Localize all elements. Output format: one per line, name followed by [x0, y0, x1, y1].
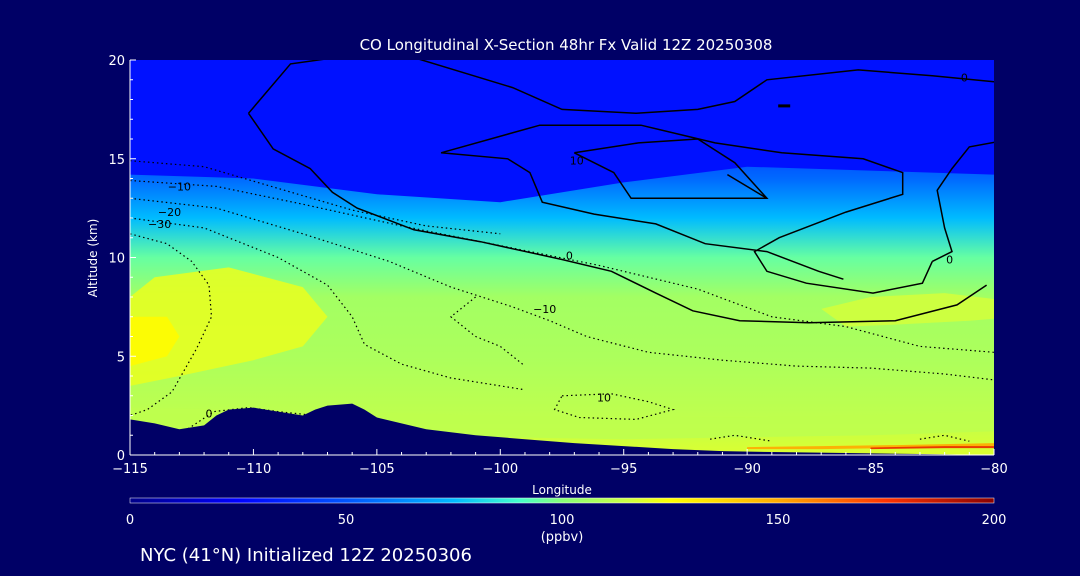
- x-tick-label: −80: [980, 462, 1007, 477]
- y-axis-ticks: 0 5 10 15 20: [108, 54, 136, 464]
- y-tick-label: 5: [117, 350, 125, 365]
- y-tick-label: 15: [108, 153, 125, 168]
- x-axis-ticks: −115 −110 −105 −100 −95 −90 −85 −80: [112, 449, 1008, 477]
- contour-label: −10: [168, 180, 191, 193]
- contour-line: [130, 160, 501, 235]
- colorbar-tick-label: 50: [338, 513, 355, 528]
- jet-core-mark: [778, 104, 791, 108]
- contour-line: [727, 173, 768, 199]
- contour-label: 0: [206, 408, 213, 421]
- tropopause-layer: [130, 60, 994, 203]
- contour-label: 10: [570, 155, 584, 168]
- x-tick-label: −110: [236, 462, 272, 477]
- colorbar: 0 50 100 150 200 (ppbv): [126, 497, 1007, 545]
- x-tick-label: −105: [359, 462, 395, 477]
- x-tick-label: −90: [733, 462, 760, 477]
- contour-line: [130, 197, 994, 381]
- co-region: [130, 316, 180, 367]
- contour-label: 0: [961, 72, 968, 85]
- colorbar-tick-label: 200: [982, 513, 1007, 528]
- contour-label: −10: [533, 303, 556, 316]
- y-tick-label: 20: [108, 54, 125, 69]
- x-tick-label: −85: [857, 462, 884, 477]
- colorbar-tick-label: 0: [126, 513, 134, 528]
- x-axis-label: Longitude: [532, 483, 592, 497]
- footer-label: NYC (41°N) Initialized 12Z 20250306: [140, 545, 472, 566]
- x-tick-label: −100: [482, 462, 518, 477]
- colorbar-tick-label: 100: [550, 513, 575, 528]
- contour-line: [931, 141, 994, 263]
- chart-title: CO Longitudinal X-Section 48hr Fx Valid …: [360, 36, 773, 54]
- contour-line: [440, 124, 933, 294]
- y-tick-label: 10: [108, 252, 125, 267]
- contour-line: [710, 434, 772, 442]
- y-tick-label: 0: [117, 449, 125, 464]
- contour-label: −20: [158, 206, 181, 219]
- contour-line: [449, 296, 526, 367]
- contour-label: 0: [946, 253, 953, 266]
- contour-line: [247, 112, 988, 324]
- contour-line: [553, 393, 676, 421]
- contour-label: −30: [148, 218, 171, 231]
- terrain-mask: [130, 403, 994, 455]
- contour-line: [183, 406, 316, 432]
- colorbar-unit: (ppbv): [541, 530, 584, 545]
- contour-label: 0: [566, 250, 573, 263]
- contour-line: [247, 60, 994, 115]
- contour-line: [130, 179, 994, 353]
- co-region: [130, 267, 328, 386]
- colorbar-ticks: 0 50 100 150 200: [126, 513, 1007, 528]
- plot-area: 0 10 −10 −20−30 0 0 −10 10 0: [130, 60, 994, 455]
- contour-label: 10: [597, 392, 611, 405]
- y-axis-label: Altitude (km): [86, 219, 100, 298]
- x-tick-label: −115: [112, 462, 148, 477]
- contour-line: [440, 152, 844, 280]
- colorbar-tick-label: 150: [766, 513, 791, 528]
- colorbar-ramp: [129, 497, 995, 504]
- contour-label-layer: 0 10 −10 −20−30 0 0 −10 10 0: [148, 72, 968, 421]
- co-region: [870, 446, 994, 450]
- stratosphere-band: [130, 60, 994, 203]
- x-tick-label: −95: [610, 462, 637, 477]
- co-region: [821, 293, 994, 327]
- contour-line: [130, 233, 213, 417]
- contour-line: [919, 434, 970, 442]
- contour-layer: [130, 60, 994, 442]
